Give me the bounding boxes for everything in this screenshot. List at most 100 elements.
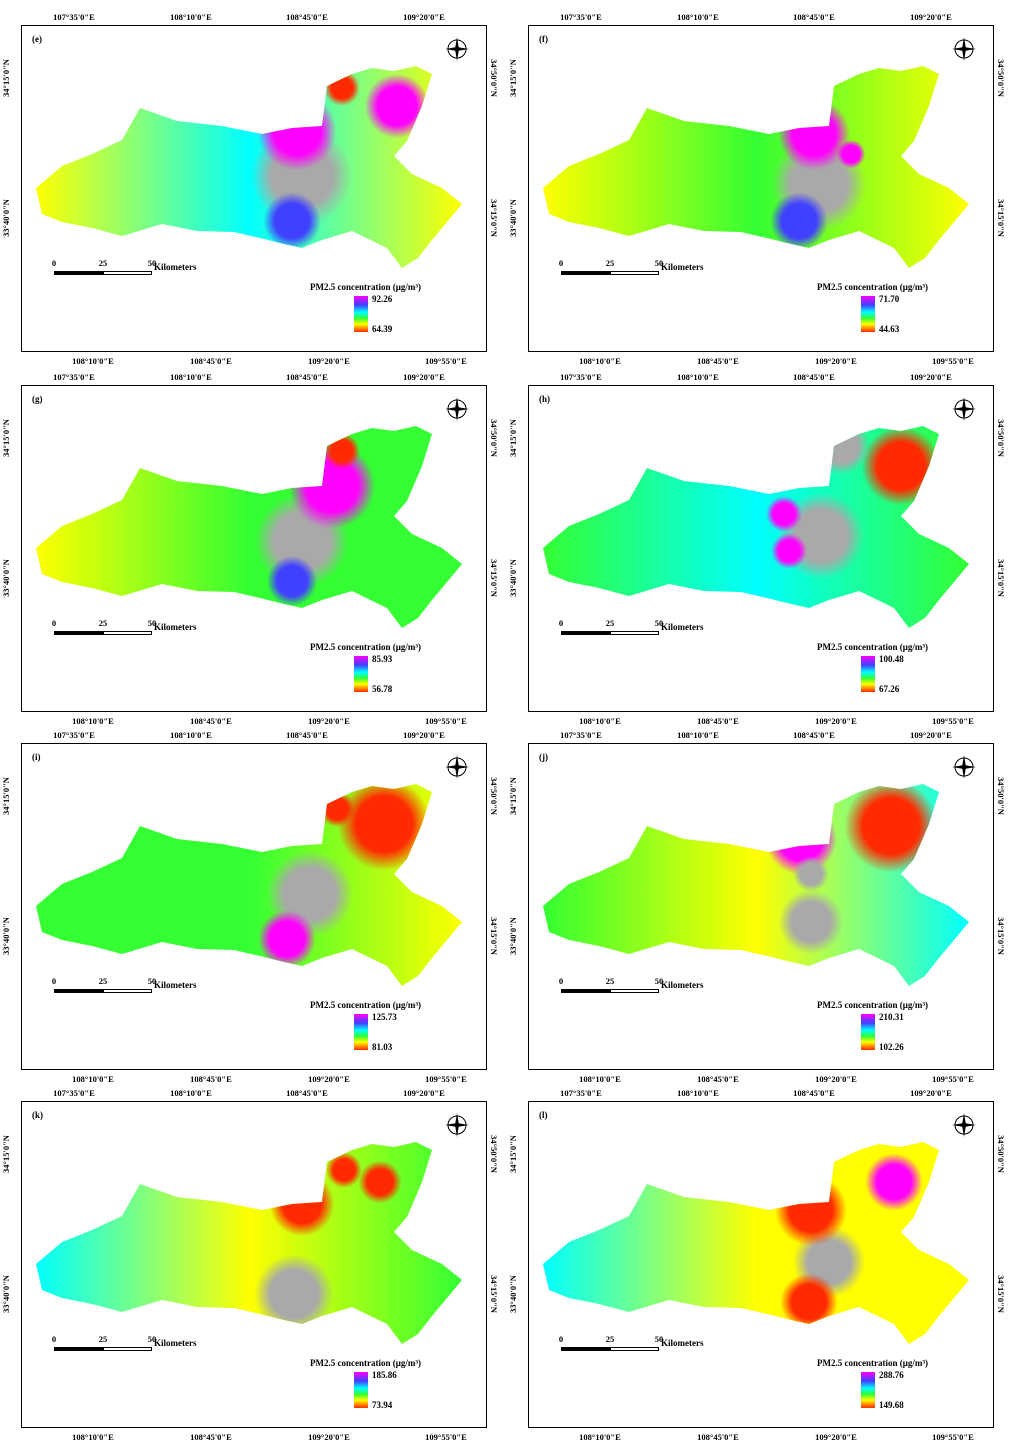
legend-title: PM2.5 concentration (μg/m³)	[817, 282, 929, 292]
hotspot	[861, 426, 941, 506]
legend-color-ramp	[861, 656, 875, 692]
scale-end: 50	[654, 618, 664, 628]
map-panel: (i) 0 25 50 Kilometers PM2.5 concentration (μ…	[21, 743, 487, 1070]
right-axis-tick: 34°50'0"N	[995, 777, 1006, 815]
concentration-map	[543, 426, 969, 628]
bottom-axis-tick: 108°45'0"E	[697, 356, 739, 366]
right-axis-tick: 34°15'0"N	[488, 1275, 499, 1313]
scale-segment-empty	[610, 271, 659, 275]
scale-zero: 0	[51, 258, 57, 268]
scale-zero: 0	[51, 618, 57, 628]
map-panel: (g) 0 25 50 Kilometers PM2.5 concentration (μ…	[21, 385, 487, 712]
hotspot	[771, 533, 807, 569]
bottom-axis-tick: 109°20'0"E	[815, 356, 857, 366]
legend: PM2.5 concentration (μg/m³) 288.76 149.68	[817, 1358, 977, 1428]
legend-title: PM2.5 concentration (μg/m³)	[817, 1358, 929, 1368]
hotspot	[326, 1152, 362, 1188]
scale-unit: Kilometers	[661, 622, 704, 632]
legend: PM2.5 concentration (μg/m³) 125.73 81.03	[310, 1000, 470, 1070]
bottom-axis-tick: 109°55'0"E	[425, 1074, 467, 1084]
top-axis-tick: 108°10'0"E	[677, 12, 719, 22]
scale-mid: 25	[98, 1334, 108, 1344]
bottom-axis-tick: 108°45'0"E	[190, 716, 232, 726]
map-panel: (f) 0 25 50 Kilometers PM2.5 concentration (μ…	[528, 25, 994, 352]
scale-mid: 25	[605, 618, 615, 628]
scale-bar: 0 25 50 Kilometers	[559, 618, 729, 640]
top-axis-tick: 108°45'0"E	[286, 1088, 328, 1098]
hotspot	[836, 139, 866, 169]
right-axis-tick: 34°15'0"N	[488, 559, 499, 597]
bottom-axis-tick: 108°10'0"E	[579, 356, 621, 366]
left-axis-tick: 34°15'0"N	[0, 777, 11, 815]
panel-label: (i)	[32, 752, 41, 762]
legend-color-ramp	[861, 296, 875, 332]
right-axis-tick: 34°15'0"N	[488, 917, 499, 955]
study-area-region	[36, 1142, 462, 1344]
scale-zero: 0	[558, 976, 564, 986]
scale-bar: 0 25 50 Kilometers	[559, 258, 729, 280]
panel-label: (j)	[539, 752, 548, 762]
scale-segment-empty	[103, 1347, 152, 1351]
bottom-axis-tick: 108°45'0"E	[190, 1432, 232, 1442]
scale-segment-filled	[54, 271, 103, 275]
left-axis-tick: 33°40'0"N	[0, 199, 11, 237]
bottom-axis-tick: 108°10'0"E	[72, 356, 114, 366]
hotspot	[364, 73, 430, 139]
legend-title: PM2.5 concentration (μg/m³)	[310, 642, 422, 652]
legend-max-value: 288.76	[879, 1370, 904, 1380]
scale-mid: 25	[605, 258, 615, 268]
legend: PM2.5 concentration (μg/m³) 210.31 102.26	[817, 1000, 977, 1070]
top-axis-tick: 109°20'0"E	[403, 372, 445, 382]
hotspot	[337, 784, 431, 871]
scale-segment-filled	[561, 1347, 610, 1351]
legend: PM2.5 concentration (μg/m³) 71.70 44.63	[817, 282, 977, 352]
scale-bar: 0 25 50 Kilometers	[52, 618, 222, 640]
hotspot	[766, 496, 802, 532]
right-axis-tick: 34°50'0"N	[488, 777, 499, 815]
scale-end: 50	[654, 258, 664, 268]
legend-min-value: 64.39	[372, 324, 393, 334]
study-area-region	[36, 66, 462, 268]
left-axis-tick: 33°40'0"N	[507, 917, 518, 955]
scale-segment-empty	[103, 271, 152, 275]
scale-bar: 0 25 50 Kilometers	[559, 1334, 729, 1356]
left-axis-tick: 34°15'0"N	[507, 59, 518, 97]
hotspot	[266, 555, 318, 607]
left-axis-tick: 34°15'0"N	[0, 59, 11, 97]
bottom-axis-tick: 109°20'0"E	[308, 1432, 350, 1442]
legend-max-value: 71.70	[879, 294, 900, 304]
bottom-axis-tick: 109°20'0"E	[815, 1074, 857, 1084]
legend-min-value: 44.63	[879, 324, 900, 334]
legend-max-value: 210.31	[879, 1012, 904, 1022]
concentration-map	[543, 66, 969, 268]
left-axis-tick: 33°40'0"N	[0, 917, 11, 955]
north-arrow-icon	[442, 394, 472, 424]
top-axis-tick: 108°45'0"E	[286, 730, 328, 740]
legend-color-ramp	[354, 656, 368, 692]
bottom-axis-tick: 109°55'0"E	[425, 716, 467, 726]
hotspot	[844, 784, 938, 873]
left-axis-tick: 34°15'0"N	[0, 419, 11, 457]
study-area-region	[543, 1142, 969, 1344]
scale-unit: Kilometers	[154, 1338, 197, 1348]
scale-segment-filled	[561, 631, 610, 635]
panel-label: (l)	[539, 1110, 548, 1120]
hotspot	[775, 1174, 847, 1246]
hotspot	[865, 1153, 923, 1211]
hotspot	[780, 1273, 838, 1331]
scale-mid: 25	[98, 976, 108, 986]
top-axis-tick: 109°20'0"E	[403, 730, 445, 740]
concentration-map	[543, 1142, 969, 1344]
bottom-axis-tick: 108°45'0"E	[697, 1074, 739, 1084]
top-axis-tick: 108°45'0"E	[286, 12, 328, 22]
top-axis-tick: 108°10'0"E	[170, 12, 212, 22]
top-axis-tick: 107°35'0"E	[560, 12, 602, 22]
north-arrow-icon	[949, 752, 979, 782]
north-arrow-icon	[949, 34, 979, 64]
hotspot	[257, 91, 337, 171]
scale-end: 50	[147, 258, 157, 268]
legend-min-value: 102.26	[879, 1042, 904, 1052]
top-axis-tick: 107°35'0"E	[53, 372, 95, 382]
legend-color-ramp	[861, 1372, 875, 1408]
top-axis-tick: 109°20'0"E	[910, 372, 952, 382]
